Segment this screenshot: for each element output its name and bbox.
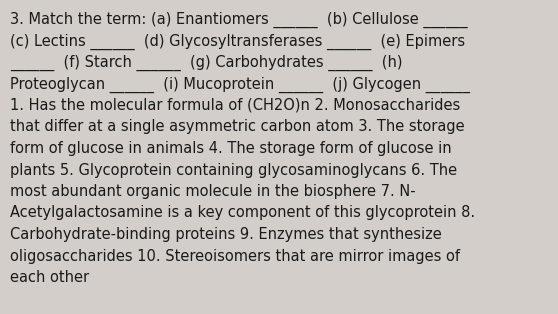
Text: (c) Lectins ______  (d) Glycosyltransferases ______  (e) Epimers: (c) Lectins ______ (d) Glycosyltransfera… <box>10 34 465 50</box>
Text: Proteoglycan ______  (i) Mucoprotein ______  (j) Glycogen ______: Proteoglycan ______ (i) Mucoprotein ____… <box>10 77 470 93</box>
Text: most abundant organic molecule in the biosphere 7. N-: most abundant organic molecule in the bi… <box>10 184 416 199</box>
Text: each other: each other <box>10 270 89 285</box>
Text: oligosaccharides 10. Stereoisomers that are mirror images of: oligosaccharides 10. Stereoisomers that … <box>10 248 460 263</box>
Text: plants 5. Glycoprotein containing glycosaminoglycans 6. The: plants 5. Glycoprotein containing glycos… <box>10 163 457 177</box>
Text: 3. Match the term: (a) Enantiomers ______  (b) Cellulose ______: 3. Match the term: (a) Enantiomers _____… <box>10 12 468 28</box>
Text: 1. Has the molecular formula of (CH2O)n 2. Monosaccharides: 1. Has the molecular formula of (CH2O)n … <box>10 98 460 113</box>
Text: Acetylgalactosamine is a key component of this glycoprotein 8.: Acetylgalactosamine is a key component o… <box>10 205 475 220</box>
Text: form of glucose in animals 4. The storage form of glucose in: form of glucose in animals 4. The storag… <box>10 141 451 156</box>
Text: Carbohydrate-binding proteins 9. Enzymes that synthesize: Carbohydrate-binding proteins 9. Enzymes… <box>10 227 442 242</box>
Text: that differ at a single asymmetric carbon atom 3. The storage: that differ at a single asymmetric carbo… <box>10 120 465 134</box>
Text: ______  (f) Starch ______  (g) Carbohydrates ______  (h): ______ (f) Starch ______ (g) Carbohydrat… <box>10 55 402 71</box>
